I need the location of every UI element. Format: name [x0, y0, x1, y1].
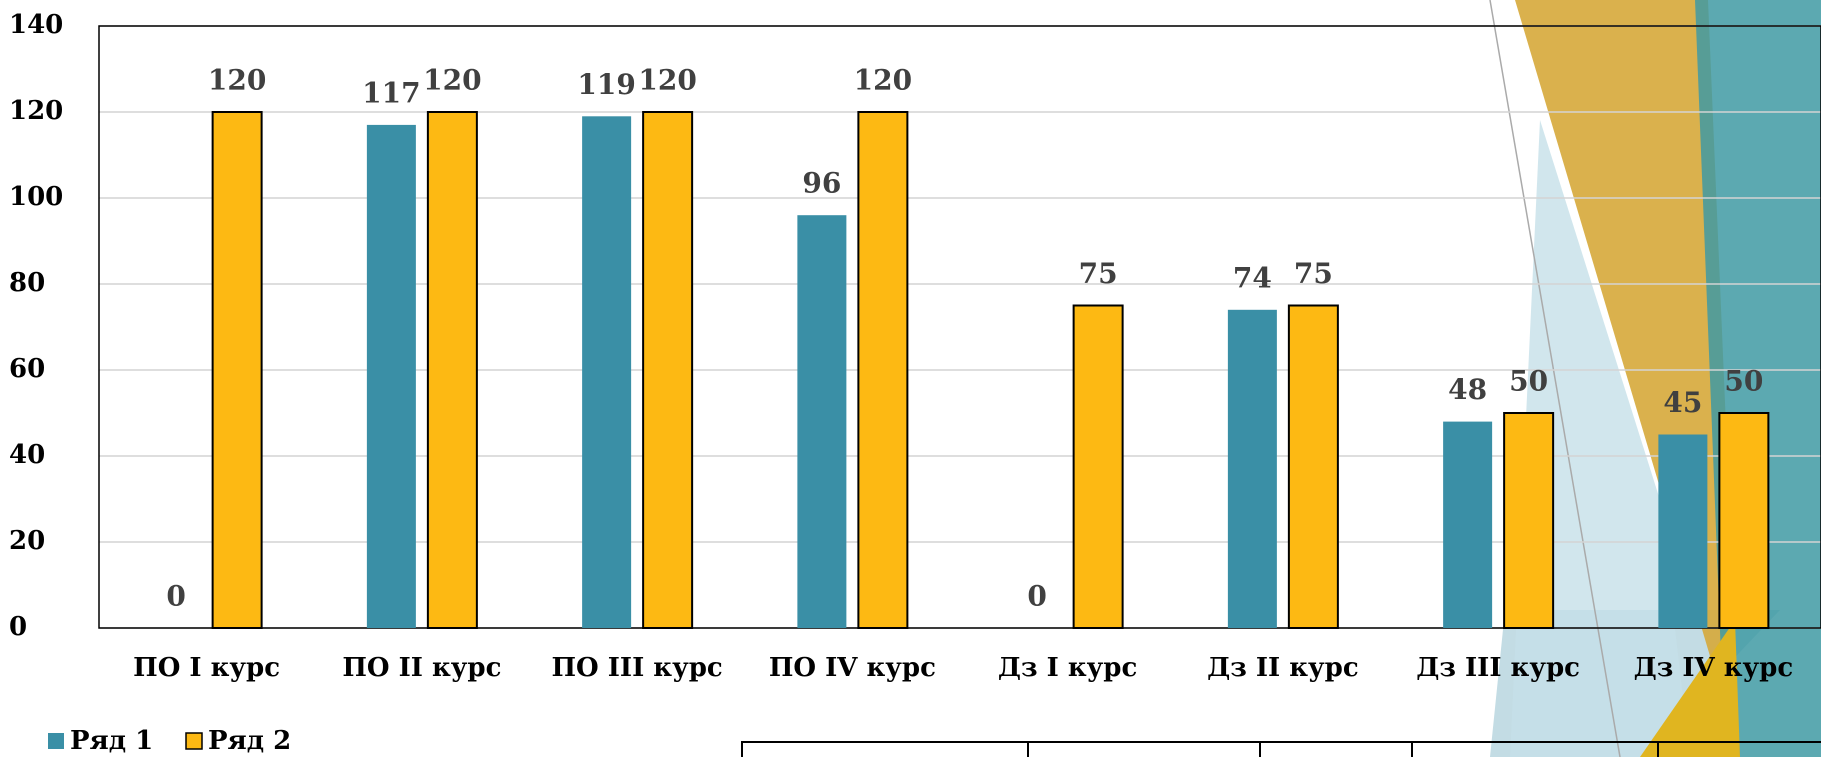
- data-label: 120: [638, 64, 696, 97]
- x-tick-label: ПО II курс: [342, 653, 501, 683]
- legend-label: Ряд 1: [70, 726, 153, 756]
- bar: [642, 111, 694, 629]
- bar: [1072, 304, 1124, 629]
- bar: [1658, 434, 1708, 628]
- x-tick-label: ПО IV курс: [769, 653, 936, 683]
- data-label: 120: [208, 64, 266, 97]
- y-tick-label: 80: [9, 268, 45, 298]
- y-tick-label: 140: [9, 10, 63, 40]
- bar: [426, 111, 478, 629]
- y-tick-label: 120: [9, 96, 63, 126]
- bar: [857, 111, 909, 629]
- bar: [1227, 309, 1277, 628]
- y-tick-label: 60: [9, 354, 45, 384]
- x-tick-label: Дз IV курс: [1634, 653, 1794, 683]
- bar: [1443, 421, 1493, 628]
- x-tick-label: Дз I курс: [998, 653, 1137, 683]
- table-outline: [741, 741, 1821, 757]
- data-label: 75: [1079, 257, 1118, 290]
- data-label: 96: [802, 167, 841, 200]
- y-tick-label: 100: [9, 182, 63, 212]
- data-label: 45: [1663, 386, 1702, 419]
- x-tick-label: Дз II курс: [1207, 653, 1359, 683]
- bar: [366, 124, 416, 629]
- legend-label: Ряд 2: [208, 726, 291, 756]
- x-tick-label: ПО I курс: [133, 653, 280, 683]
- bar: [797, 215, 847, 628]
- bar: [582, 116, 632, 629]
- bar: [1287, 304, 1339, 629]
- x-tick-label: Дз III курс: [1416, 653, 1580, 683]
- data-label: 50: [1509, 365, 1548, 398]
- data-label: 117: [362, 76, 420, 109]
- data-label: 75: [1294, 257, 1333, 290]
- data-label: 120: [423, 64, 481, 97]
- bar: [1718, 412, 1770, 629]
- data-label: 74: [1233, 261, 1272, 294]
- x-tick-label: ПО III курс: [552, 653, 723, 683]
- y-tick-label: 20: [9, 526, 45, 556]
- bar: [1503, 412, 1555, 629]
- y-tick-label: 40: [9, 440, 45, 470]
- data-label: 48: [1448, 373, 1487, 406]
- legend-swatch: [185, 732, 203, 750]
- data-label: 50: [1724, 365, 1763, 398]
- plot-frame: [98, 25, 1821, 629]
- data-label: 119: [577, 68, 635, 101]
- data-label: 0: [1027, 580, 1046, 613]
- data-label: 120: [854, 64, 912, 97]
- bar: [211, 111, 263, 629]
- legend-swatch: [48, 733, 64, 749]
- data-label: 0: [166, 580, 185, 613]
- y-tick-label: 0: [9, 612, 27, 642]
